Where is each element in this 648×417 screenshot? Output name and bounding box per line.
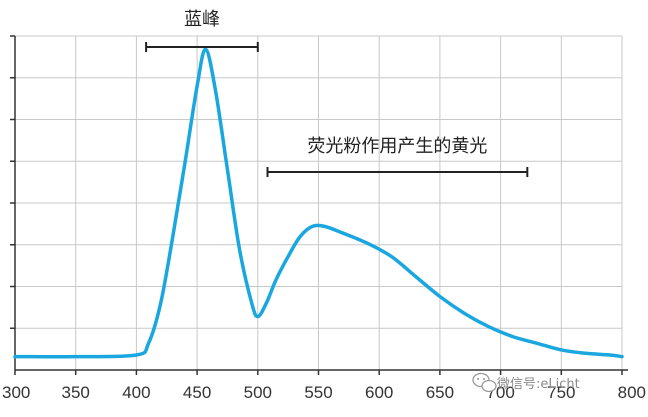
x-tick-labels: 300 350 400 450 500 550 600 650 700 750 800 — [2, 383, 646, 402]
x-tick-label-300: 300 — [2, 383, 30, 402]
x-tick-label-800: 800 — [618, 383, 646, 402]
x-tick-label-550: 550 — [304, 383, 332, 402]
watermark-text: 微信号:eLicht — [497, 377, 580, 392]
annotation-1: 荧光粉作用产生的黄光 — [266, 136, 529, 177]
watermark: 微信号:eLicht — [472, 372, 580, 393]
grid — [14, 35, 623, 370]
annotation-0: 蓝峰 — [145, 9, 259, 52]
annotation-label-1: 荧光粉作用产生的黄光 — [307, 136, 487, 157]
x-tick-label-350: 350 — [62, 383, 90, 402]
annotation-label-0: 蓝峰 — [184, 9, 220, 30]
x-tick-label-450: 450 — [183, 383, 211, 402]
x-tick-label-650: 650 — [426, 383, 454, 402]
x-tick-label-750: 750 — [547, 383, 575, 402]
spectrum-line-0 — [13, 47, 624, 359]
series — [13, 47, 624, 359]
x-tick-label-600: 600 — [365, 383, 393, 402]
x-tick-label-400: 400 — [122, 383, 150, 402]
wechat-icon — [472, 372, 497, 393]
axes — [10, 35, 628, 375]
x-tick-label-500: 500 — [244, 383, 272, 402]
